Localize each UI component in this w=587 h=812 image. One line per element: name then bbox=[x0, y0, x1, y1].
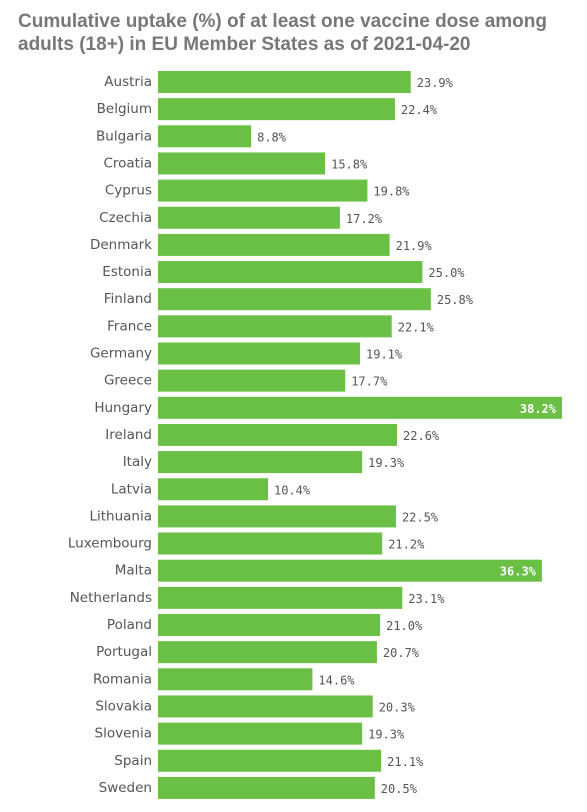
bar-belgium bbox=[158, 98, 395, 121]
value-label-luxembourg: 21.2% bbox=[388, 538, 425, 552]
category-label-germany: Germany bbox=[90, 346, 152, 362]
category-label-slovenia: Slovenia bbox=[95, 726, 152, 742]
bar-lithuania bbox=[158, 505, 396, 528]
value-label-france: 22.1% bbox=[398, 320, 435, 334]
value-label-ireland: 22.6% bbox=[403, 429, 440, 443]
bar-greece bbox=[158, 369, 346, 392]
category-label-czechia: Czechia bbox=[99, 210, 152, 226]
bar-ireland bbox=[158, 423, 398, 446]
category-label-croatia: Croatia bbox=[103, 155, 152, 171]
bar-luxembourg bbox=[158, 532, 383, 555]
value-label-slovenia: 19.3% bbox=[368, 728, 405, 742]
value-label-finland: 25.8% bbox=[437, 293, 474, 307]
category-label-portugal: Portugal bbox=[96, 644, 152, 660]
value-label-hungary: 38.2% bbox=[520, 402, 557, 416]
value-label-estonia: 25.0% bbox=[428, 266, 465, 280]
bar-latvia bbox=[158, 478, 268, 501]
bar-finland bbox=[158, 288, 431, 311]
category-label-latvia: Latvia bbox=[111, 481, 152, 497]
category-label-cyprus: Cyprus bbox=[105, 183, 152, 199]
value-label-latvia: 10.4% bbox=[274, 483, 311, 497]
category-label-estonia: Estonia bbox=[102, 264, 152, 280]
category-label-bulgaria: Bulgaria bbox=[96, 128, 152, 144]
value-label-italy: 19.3% bbox=[368, 456, 405, 470]
value-label-sweden: 20.5% bbox=[381, 782, 418, 796]
value-label-bulgaria: 8.8% bbox=[257, 130, 287, 144]
value-label-cyprus: 19.8% bbox=[373, 185, 410, 199]
value-label-malta: 36.3% bbox=[500, 565, 537, 579]
bar-hungary bbox=[158, 396, 562, 419]
bar-czechia bbox=[158, 206, 340, 229]
category-label-italy: Italy bbox=[123, 454, 152, 470]
category-label-poland: Poland bbox=[107, 617, 152, 633]
category-label-romania: Romania bbox=[93, 671, 152, 687]
category-label-lithuania: Lithuania bbox=[89, 508, 152, 524]
value-label-belgium: 22.4% bbox=[401, 103, 438, 117]
bar-croatia bbox=[158, 152, 326, 175]
value-label-spain: 21.1% bbox=[387, 755, 424, 769]
bar-portugal bbox=[158, 641, 377, 664]
value-label-denmark: 21.9% bbox=[396, 239, 433, 253]
bar-germany bbox=[158, 342, 360, 365]
bar-slovakia bbox=[158, 695, 373, 718]
value-label-netherlands: 23.1% bbox=[408, 592, 445, 606]
category-label-greece: Greece bbox=[104, 373, 152, 389]
value-label-greece: 17.7% bbox=[351, 375, 388, 389]
bar-austria bbox=[158, 71, 411, 93]
value-label-croatia: 15.8% bbox=[331, 157, 368, 171]
bar-sweden bbox=[158, 776, 375, 799]
category-label-france: France bbox=[107, 318, 152, 334]
value-label-austria: 23.9% bbox=[417, 76, 454, 90]
category-label-ireland: Ireland bbox=[105, 427, 152, 443]
value-label-poland: 21.0% bbox=[386, 619, 423, 633]
chart-title: Cumulative uptake (%) of at least one va… bbox=[18, 11, 547, 55]
category-label-belgium: Belgium bbox=[97, 101, 152, 117]
value-label-slovakia: 20.3% bbox=[379, 700, 416, 714]
category-label-spain: Spain bbox=[114, 753, 152, 769]
bar-estonia bbox=[158, 261, 423, 284]
category-label-austria: Austria bbox=[104, 74, 152, 90]
bar-italy bbox=[158, 451, 363, 474]
value-label-germany: 19.1% bbox=[366, 348, 403, 362]
bar-spain bbox=[158, 749, 382, 772]
category-label-hungary: Hungary bbox=[94, 400, 152, 416]
bar-romania bbox=[158, 668, 313, 691]
value-label-portugal: 20.7% bbox=[383, 646, 420, 660]
bar-cyprus bbox=[158, 179, 368, 202]
category-label-malta: Malta bbox=[115, 563, 152, 579]
category-label-finland: Finland bbox=[104, 291, 152, 307]
bar-slovenia bbox=[158, 722, 363, 745]
bar-netherlands bbox=[158, 586, 403, 609]
bar-france bbox=[158, 315, 392, 338]
value-label-czechia: 17.2% bbox=[346, 212, 383, 226]
value-label-romania: 14.6% bbox=[318, 673, 355, 687]
bar-malta bbox=[158, 559, 542, 582]
category-label-slovakia: Slovakia bbox=[95, 698, 152, 714]
category-label-netherlands: Netherlands bbox=[70, 590, 152, 606]
category-label-denmark: Denmark bbox=[90, 237, 152, 253]
category-label-sweden: Sweden bbox=[99, 780, 152, 796]
bar-poland bbox=[158, 614, 381, 636]
category-label-luxembourg: Luxembourg bbox=[68, 536, 152, 552]
value-label-lithuania: 22.5% bbox=[402, 510, 439, 524]
bar-denmark bbox=[158, 233, 390, 256]
bar-bulgaria bbox=[158, 125, 252, 148]
